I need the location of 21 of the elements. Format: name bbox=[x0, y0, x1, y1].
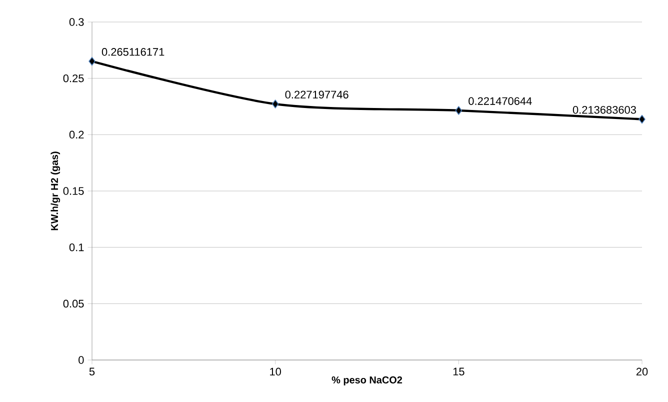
point bbox=[638, 114, 646, 124]
data-label: 0.227197746 bbox=[285, 90, 348, 99]
point bbox=[88, 56, 96, 66]
x-tick-label: 5 bbox=[89, 368, 95, 376]
x-tick-label: 15 bbox=[453, 368, 464, 376]
y-tick-label: 0.1 bbox=[69, 243, 84, 252]
data-label: 0.221470644 bbox=[468, 97, 532, 105]
y-tick-label: 0.05 bbox=[63, 300, 84, 308]
y-tick-label: 0.15 bbox=[63, 187, 84, 195]
data-label: 0.213683603 bbox=[572, 106, 636, 114]
x-axis-title: % peso NaCO2 bbox=[332, 376, 402, 386]
y-tick-label: 0.25 bbox=[63, 74, 84, 82]
x-tick-label: 20 bbox=[636, 368, 648, 376]
x-tick-label: 10 bbox=[270, 368, 281, 376]
point bbox=[455, 106, 462, 115]
y-axis-title: KW.h/gr H2 (gas) bbox=[50, 152, 60, 230]
data-label: 0.265116171 bbox=[102, 48, 164, 56]
y-tick-label: 0.2 bbox=[69, 130, 84, 139]
point bbox=[272, 100, 279, 108]
y-tick-label: 0 bbox=[78, 356, 84, 364]
y-tick-label: 0.3 bbox=[69, 18, 84, 26]
